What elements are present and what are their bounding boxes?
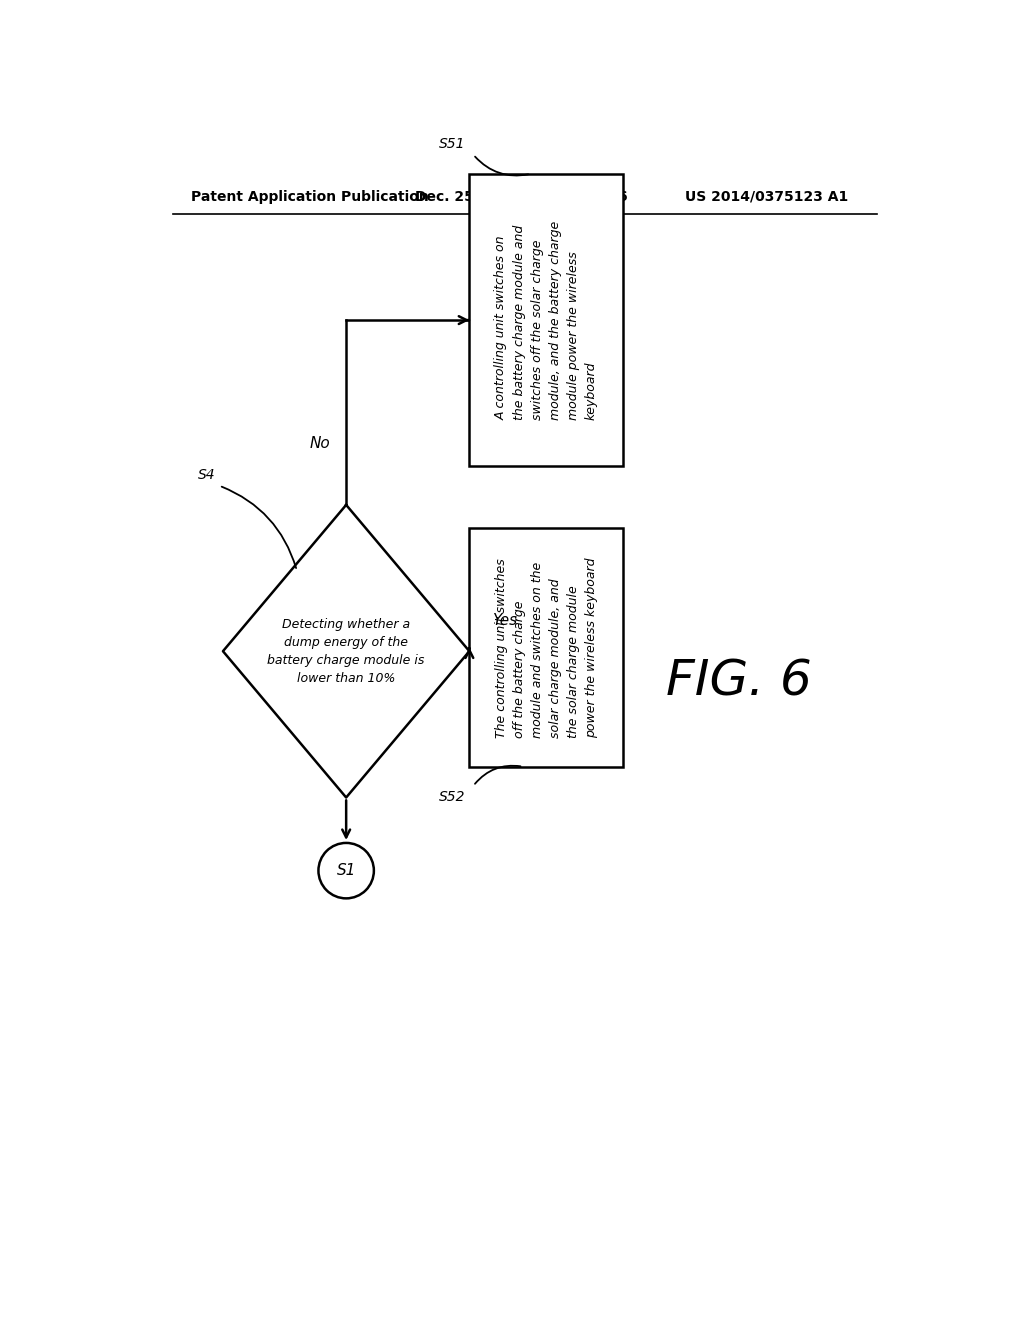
Text: Yes: Yes [493, 612, 517, 628]
FancyBboxPatch shape [469, 528, 624, 767]
Text: S51: S51 [439, 137, 466, 150]
Text: Patent Application Publication: Patent Application Publication [190, 190, 428, 203]
Text: FIG. 6: FIG. 6 [666, 657, 812, 706]
Circle shape [318, 843, 374, 899]
Text: No: No [310, 436, 331, 451]
Text: A controlling unit switches on
the battery charge module and
switches off the so: A controlling unit switches on the batte… [495, 220, 598, 420]
Text: S52: S52 [439, 789, 466, 804]
Text: Dec. 25, 2014  Sheet 6 of 6: Dec. 25, 2014 Sheet 6 of 6 [416, 190, 628, 203]
Text: US 2014/0375123 A1: US 2014/0375123 A1 [685, 190, 848, 203]
Text: Detecting whether a
dump energy of the
battery charge module is
lower than 10%: Detecting whether a dump energy of the b… [267, 618, 425, 685]
Text: S1: S1 [337, 863, 356, 878]
FancyBboxPatch shape [469, 174, 624, 466]
Text: The controlling unit switches
off the battery charge
module and switches on the
: The controlling unit switches off the ba… [495, 557, 598, 738]
Text: S4: S4 [198, 467, 215, 482]
